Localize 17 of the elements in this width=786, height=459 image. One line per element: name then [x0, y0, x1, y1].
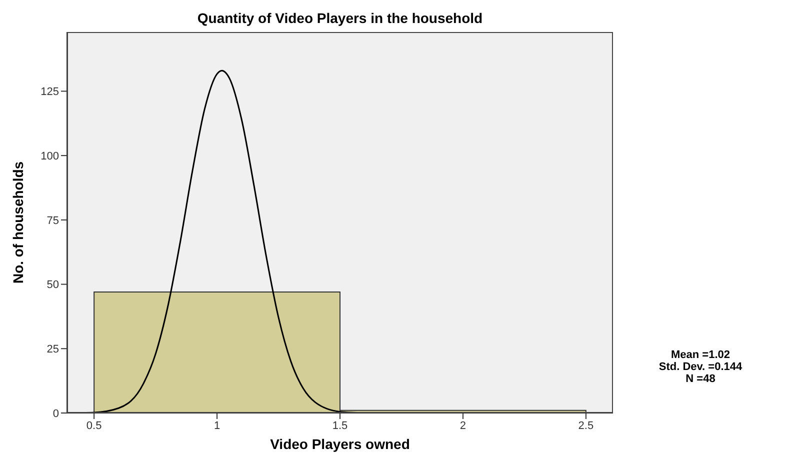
chart-title: Quantity of Video Players in the household: [196, 10, 484, 26]
x-tick-label: 1: [214, 420, 220, 432]
x-axis-title: Video Players owned: [270, 436, 410, 452]
x-tick-label: 1.5: [332, 420, 348, 432]
x-tick-label: 0.5: [86, 420, 102, 432]
y-tick-label: 0: [52, 408, 59, 420]
y-axis-title: No. of households: [10, 161, 26, 284]
y-tick-label: 50: [46, 279, 59, 292]
y-tick-label: 75: [46, 214, 59, 227]
text: Mean =1.02: [670, 349, 731, 361]
x-tick-label: 2: [460, 420, 466, 432]
y-tick-label: 100: [40, 150, 59, 162]
text: N =48: [684, 373, 716, 385]
y-tick-label: 125: [40, 86, 59, 98]
y-tick-label: 25: [46, 344, 59, 356]
text: Std. Dev. =0.144: [658, 361, 744, 373]
x-tick-label: 2.5: [578, 420, 594, 432]
